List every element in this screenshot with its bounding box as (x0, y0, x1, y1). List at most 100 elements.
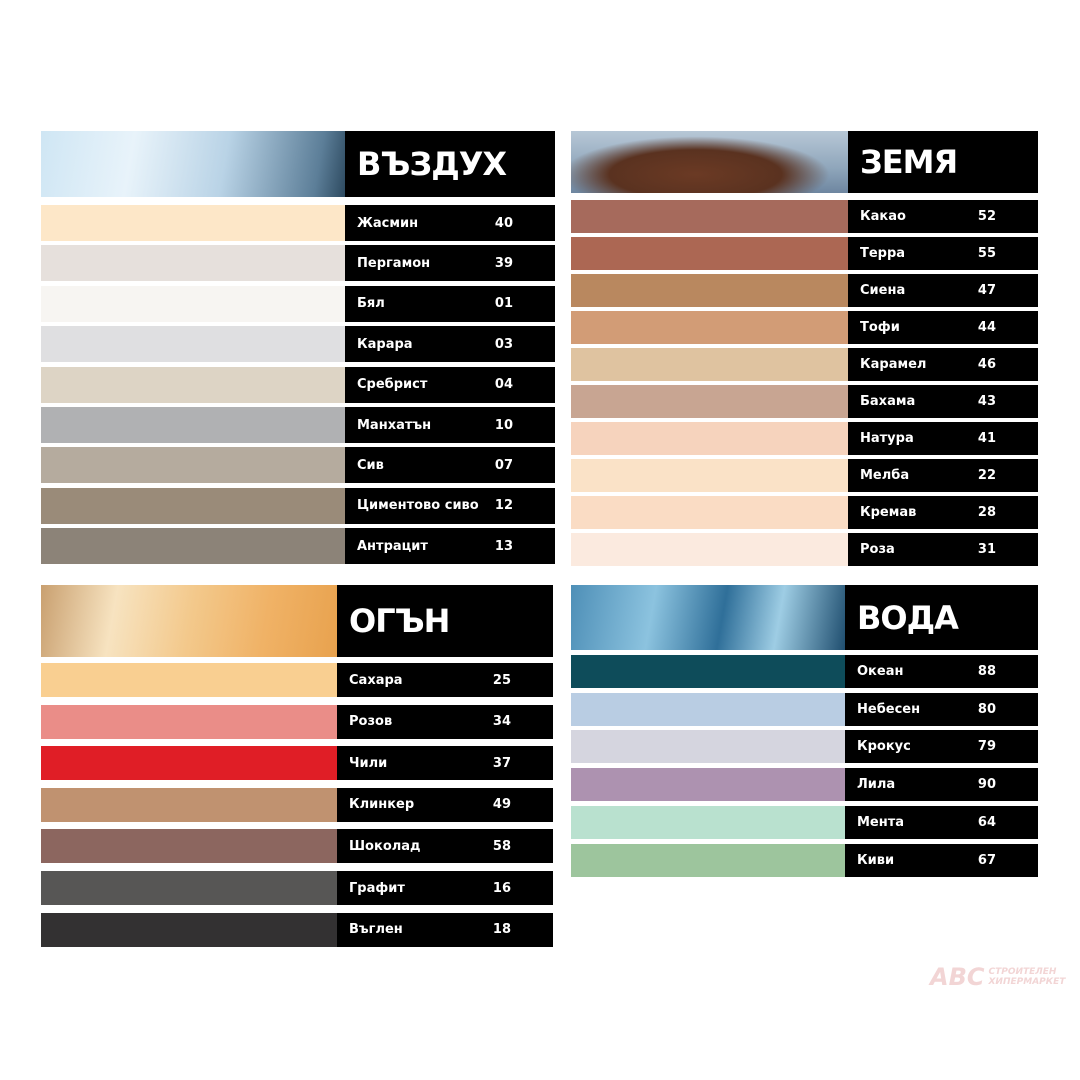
color-swatch (41, 205, 345, 241)
color-code: 52 (977, 209, 996, 224)
color-row: Графит 16 (41, 871, 553, 905)
color-name: Лила (857, 777, 896, 793)
color-label: Кремав 28 (848, 496, 1038, 529)
color-swatch (41, 829, 337, 864)
color-label: Сахара 25 (337, 663, 553, 697)
color-row: Какао 52 (571, 200, 1038, 233)
color-code: 37 (492, 755, 511, 771)
color-name: Бял (357, 296, 385, 312)
color-code: 40 (494, 215, 513, 231)
color-swatch (571, 655, 845, 688)
color-code: 31 (977, 542, 996, 557)
color-code: 28 (977, 505, 996, 520)
color-row: Въглен 18 (41, 912, 553, 947)
fire-glow-image (41, 585, 337, 657)
color-name: Океан (857, 664, 904, 679)
color-code: 90 (977, 777, 996, 793)
color-name: Манхатън (357, 417, 432, 433)
color-swatch (571, 459, 848, 492)
color-name: Жасмин (357, 215, 419, 231)
color-code: 41 (977, 431, 996, 446)
color-code: 44 (977, 320, 996, 335)
color-row: Небесен 80 (571, 692, 1038, 726)
color-swatch (41, 326, 345, 363)
color-swatch (571, 730, 845, 764)
color-code: 25 (492, 672, 511, 688)
color-label: Тофи 44 (848, 311, 1038, 344)
color-name: Роза (860, 542, 895, 557)
color-code: 18 (492, 922, 511, 938)
color-code: 58 (492, 838, 511, 854)
color-code: 64 (977, 814, 996, 830)
color-label: Бахама 43 (848, 385, 1038, 418)
color-code: 34 (492, 714, 511, 730)
color-swatch (571, 311, 848, 344)
color-label: Небесен 80 (845, 692, 1038, 726)
color-name: Натура (860, 431, 914, 446)
color-name: Графит (349, 880, 405, 896)
color-name: Крокус (857, 739, 911, 755)
color-row: Сив 07 (41, 447, 555, 484)
color-swatch (571, 385, 848, 418)
color-label: Жасмин 40 (345, 205, 555, 241)
brown-rock-image (571, 131, 848, 193)
color-row: Манхатън 10 (41, 407, 555, 443)
color-swatch (571, 533, 848, 566)
group-header: ВЪЗДУХ (41, 131, 555, 197)
color-row: Натура 41 (571, 422, 1038, 455)
color-row: Чили 37 (41, 746, 553, 781)
color-name: Сиена (860, 283, 906, 298)
color-row: Антрацит 13 (41, 528, 555, 565)
color-name: Карара (357, 336, 413, 352)
color-code: 46 (977, 357, 996, 372)
color-label: Чили 37 (337, 746, 553, 781)
color-code: 16 (492, 880, 511, 896)
color-row: Карамел 46 (571, 348, 1038, 381)
color-code: 88 (977, 664, 996, 679)
color-swatch (571, 805, 845, 839)
color-code: 43 (977, 394, 996, 409)
group-title: ЗЕМЯ (848, 131, 1038, 193)
color-code: 07 (494, 457, 513, 473)
color-swatch (571, 348, 848, 381)
color-swatch (41, 245, 345, 282)
color-swatch (41, 528, 345, 565)
color-name: Тофи (860, 320, 900, 335)
sky-clouds-image (41, 131, 345, 197)
color-label: Пергамон 39 (345, 245, 555, 282)
color-label: Киви 67 (845, 843, 1038, 877)
color-row: Киви 67 (571, 843, 1038, 877)
color-row: Кремав 28 (571, 496, 1038, 529)
color-swatch (41, 871, 337, 905)
color-row: Лила 90 (571, 768, 1038, 802)
watermark-brand: ABC (930, 963, 985, 991)
color-code: 67 (977, 852, 996, 868)
color-swatch (571, 237, 848, 270)
color-name: Пергамон (357, 255, 431, 271)
group-title: ВОДА (845, 585, 1038, 650)
color-name: Терра (860, 246, 906, 261)
color-row: Бял 01 (41, 285, 555, 322)
color-label: Розов 34 (337, 704, 553, 739)
color-name: Антрацит (357, 538, 428, 554)
color-label: Карамел 46 (848, 348, 1038, 381)
color-row: Сахара 25 (41, 663, 553, 697)
color-swatch (571, 274, 848, 307)
color-label: Графит 16 (337, 871, 553, 905)
color-swatch (571, 843, 845, 877)
color-label: Океан 88 (845, 655, 1038, 688)
color-name: Сребрист (357, 377, 428, 393)
color-code: 39 (494, 255, 513, 271)
color-name: Карамел (860, 357, 927, 372)
color-swatch (571, 692, 845, 726)
color-code: 22 (977, 468, 996, 483)
color-label: Циментово сиво 12 (345, 487, 555, 524)
color-label: Сив 07 (345, 447, 555, 484)
color-name: Розов (349, 714, 393, 730)
color-row: Сиена 47 (571, 274, 1038, 307)
color-label: Мелба 22 (848, 459, 1038, 492)
group-header: ОГЪН (41, 585, 553, 657)
color-label: Терра 55 (848, 237, 1038, 270)
color-row: Сребрист 04 (41, 366, 555, 403)
color-code: 47 (977, 283, 996, 298)
